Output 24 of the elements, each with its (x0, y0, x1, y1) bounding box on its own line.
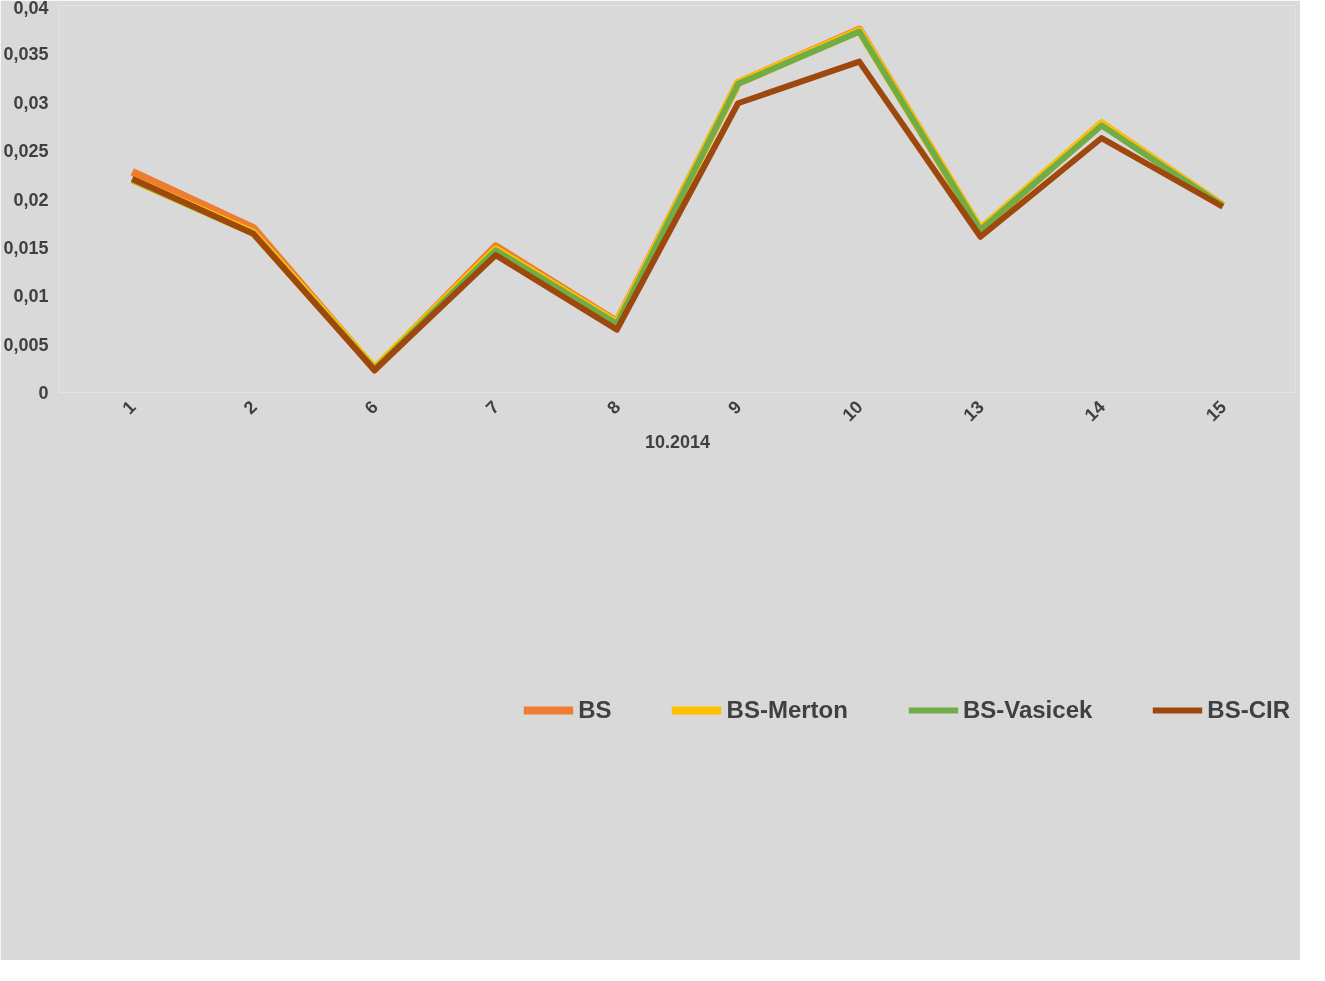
x-tick-label: 7 (481, 396, 504, 418)
y-tick-label: 0,02 (13, 189, 49, 210)
x-tick-label: 8 (603, 396, 625, 418)
x-tick-label: 6 (360, 396, 382, 418)
x-tick-label: 9 (724, 396, 746, 418)
x-axis-title: 10.2014 (644, 431, 711, 452)
y-tick-label: 0 (38, 383, 49, 403)
y-tick-label: 0,01 (13, 286, 49, 307)
x-tick-label: 2 (239, 396, 261, 418)
x-tick-label: 10 (838, 396, 867, 426)
legend-label: BS-Merton (726, 696, 848, 724)
y-tick-label: 0,005 (3, 334, 49, 355)
x-tick-label: 1 (118, 396, 140, 418)
legend-label: BS-Vasicek (962, 696, 1093, 724)
legend-label: BS (578, 696, 612, 724)
y-tick-label: 0,035 (3, 44, 49, 65)
y-tick-label: 0,03 (13, 92, 49, 113)
legend-label: BS-CIR (1207, 696, 1290, 724)
x-tick-label: 13 (959, 396, 988, 426)
y-tick-label: 0,025 (3, 141, 49, 162)
x-tick-label: 15 (1201, 396, 1231, 426)
y-tick-label: 0,04 (13, 0, 49, 18)
x-tick-label: 14 (1080, 396, 1110, 426)
y-tick-label: 0,015 (3, 237, 49, 258)
